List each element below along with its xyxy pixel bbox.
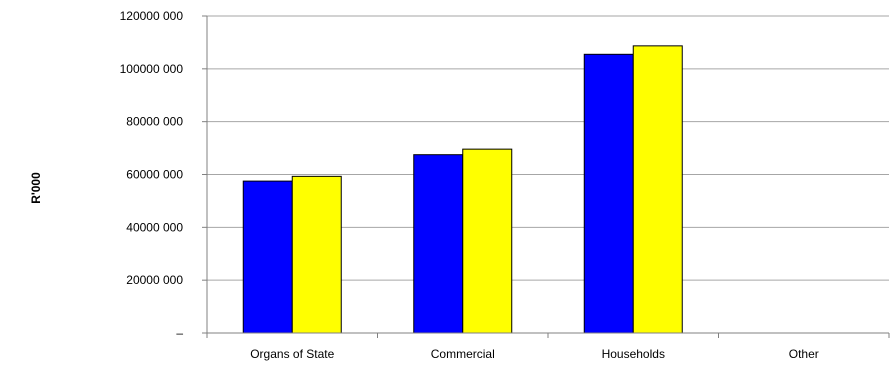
bar-organs-of-state-series-2 xyxy=(291,175,342,334)
y-tick-label: – xyxy=(176,326,183,340)
y-tick-label: 20000 000 xyxy=(126,273,183,287)
y-tick-label: 40000 000 xyxy=(126,220,183,234)
y-tick-labels: – 20000 000 40000 000 60000 000 80000 000 100… xyxy=(120,9,184,340)
bar-commercial-series-1 xyxy=(413,154,464,334)
y-tick-label: 100000 000 xyxy=(120,62,184,76)
y-tick-label: 60000 000 xyxy=(126,168,183,182)
bar-households-series-1 xyxy=(583,53,634,334)
x-tick-label: Organs of State xyxy=(250,347,334,361)
bar-households-series-2 xyxy=(632,45,683,334)
x-tick-label: Households xyxy=(602,347,665,361)
y-tick-label: 120000 000 xyxy=(120,9,184,23)
bar-organs-of-state-series-1 xyxy=(242,180,293,334)
x-tick-label: Commercial xyxy=(431,347,495,361)
y-axis-label: R'000 xyxy=(29,172,43,204)
bar-commercial-series-2 xyxy=(462,148,513,334)
x-tick-label: Other xyxy=(789,347,819,361)
x-tick-labels: Organs of State Commercial Households Other xyxy=(250,347,819,361)
y-tick-label: 80000 000 xyxy=(126,115,183,129)
axes xyxy=(206,16,889,334)
bars xyxy=(242,45,683,334)
